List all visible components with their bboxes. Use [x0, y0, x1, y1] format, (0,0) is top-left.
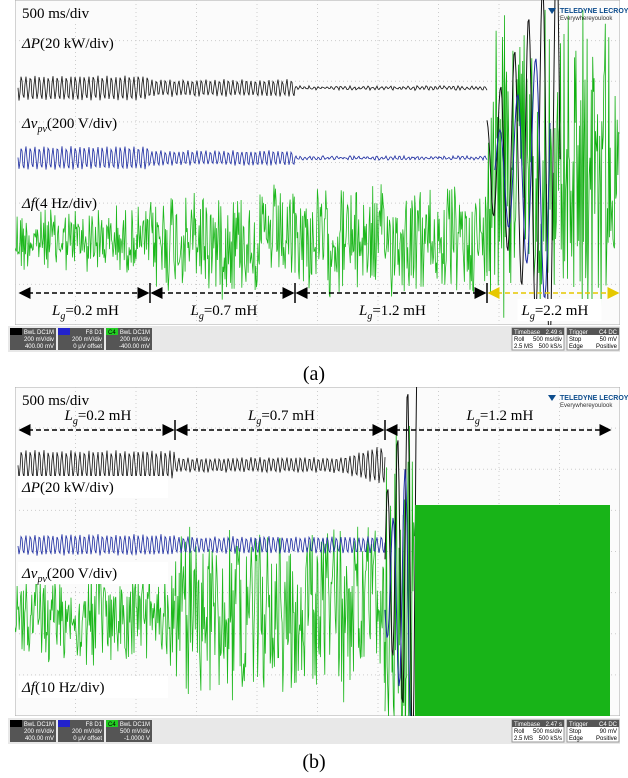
- channel-line: 200 mV/div: [72, 337, 102, 343]
- trace-label: Δf(10 Hz/div): [21, 680, 105, 696]
- waveform-band: [415, 505, 610, 716]
- info-title: Trigger: [569, 722, 588, 728]
- channel-line: 200 mV/div: [24, 729, 54, 735]
- brand-tag: Everywhereyoulook: [560, 403, 613, 409]
- channel-head: F8 D1: [86, 722, 103, 728]
- info-val: 50 mV: [600, 337, 617, 343]
- channel-tag: C4: [108, 330, 116, 336]
- symbol: L: [64, 408, 73, 424]
- channel-head: BwL DC1M: [120, 330, 150, 336]
- channel-line: 200 mV/div: [120, 337, 150, 343]
- info-value: C4 DC: [599, 722, 618, 728]
- timebase-label: 500 ms/div: [22, 6, 90, 22]
- channel-tab: [58, 720, 70, 727]
- caption: (a): [303, 363, 325, 385]
- channel-line: -1.0000 V: [124, 736, 150, 742]
- label-rest: (200 V/div): [47, 566, 117, 582]
- info-val: 500 ms/div: [533, 729, 562, 735]
- info-key: 2.5 MS: [514, 344, 533, 350]
- info-title: Trigger: [569, 330, 588, 336]
- channel-line: 0 µV offset: [73, 344, 102, 350]
- info-key: 2.5 MS: [514, 736, 533, 742]
- channel-tag: C4: [108, 722, 116, 728]
- label-rest: =1.2 mH: [372, 303, 426, 319]
- label-rest: =0.2 mH: [78, 408, 132, 424]
- brand: TELEDYNE LECROY: [560, 8, 628, 15]
- channel-tab: [10, 328, 22, 335]
- label-rest: (10 Hz/div): [35, 680, 105, 696]
- symbol: L: [190, 303, 199, 319]
- label-rest: =0.2 mH: [65, 303, 119, 319]
- trace-label: Δf(4 Hz/div): [21, 196, 97, 212]
- label-rest: =0.7 mH: [261, 408, 315, 424]
- channel-head: BwL DC1M: [24, 330, 54, 336]
- channel-line: 500 mV/div: [120, 729, 150, 735]
- symbol: ΔP: [21, 480, 40, 496]
- info-key: Stop: [569, 337, 582, 343]
- symbol: Δv: [21, 566, 38, 582]
- label-rest: (20 kW/div): [40, 480, 114, 496]
- info-val: 500 kS/s: [539, 344, 562, 350]
- info-key: Roll: [514, 337, 524, 343]
- label-rest: (200 V/div): [47, 116, 117, 132]
- channel-head: F8 D1: [86, 330, 103, 336]
- subscript: pv: [36, 574, 47, 585]
- info-value: C4 DC: [599, 330, 618, 336]
- info-value: 2.49 s: [546, 330, 562, 336]
- figure: 500 ms/divTELEDYNE LECROYEverywhereyoulo…: [0, 0, 628, 778]
- label-rest: (4 Hz/div): [35, 196, 97, 212]
- brand-tag: Everywhereyoulook: [560, 16, 613, 22]
- channel-head: BwL DC1M: [24, 722, 54, 728]
- symbol: L: [466, 408, 475, 424]
- info-key: Edge: [569, 344, 584, 350]
- symbol: L: [521, 303, 530, 319]
- symbol: L: [247, 408, 256, 424]
- info-value: 2.47 s: [546, 722, 562, 728]
- label-rest: (20 kW/div): [40, 36, 114, 52]
- info-title: Timebase: [514, 330, 541, 336]
- channel-line: 400.00 mV: [25, 736, 54, 742]
- symbol: L: [358, 303, 367, 319]
- info-title: Timebase: [514, 722, 541, 728]
- caption: (b): [302, 751, 325, 773]
- info-key: Edge: [569, 736, 584, 742]
- channel-line: -400.00 mV: [119, 344, 150, 350]
- trace-label: ΔP(20 kW/div): [21, 480, 114, 496]
- channel-line: 200 mV/div: [24, 337, 54, 343]
- brand: TELEDYNE LECROY: [560, 395, 628, 402]
- info-val: Positive: [596, 344, 618, 350]
- channel-tab: [58, 328, 70, 335]
- channel-line: 0 µV offset: [73, 736, 102, 742]
- channel-line: 400.00 mV: [25, 344, 54, 350]
- symbol: L: [51, 303, 60, 319]
- info-val: 90 mV: [600, 729, 617, 735]
- timebase-label: 500 ms/div: [22, 393, 90, 409]
- label-rest: =0.7 mH: [204, 303, 258, 319]
- symbol: Δv: [21, 116, 38, 132]
- info-key: Roll: [514, 729, 524, 735]
- info-key: Stop: [569, 729, 582, 735]
- subscript: pv: [36, 124, 47, 135]
- symbol: ΔP: [21, 36, 40, 52]
- channel-line: 200 mV/div: [72, 729, 102, 735]
- label-rest: =2.2 mH: [535, 303, 589, 319]
- info-val: 500 ms/div: [533, 337, 562, 343]
- trace-label: ΔP(20 kW/div): [21, 36, 114, 52]
- info-val: Positive: [596, 736, 618, 742]
- channel-head: BwL DC1M: [120, 722, 150, 728]
- label-rest: =1.2 mH: [480, 408, 534, 424]
- channel-tab: [10, 720, 22, 727]
- info-val: 500 kS/s: [539, 736, 562, 742]
